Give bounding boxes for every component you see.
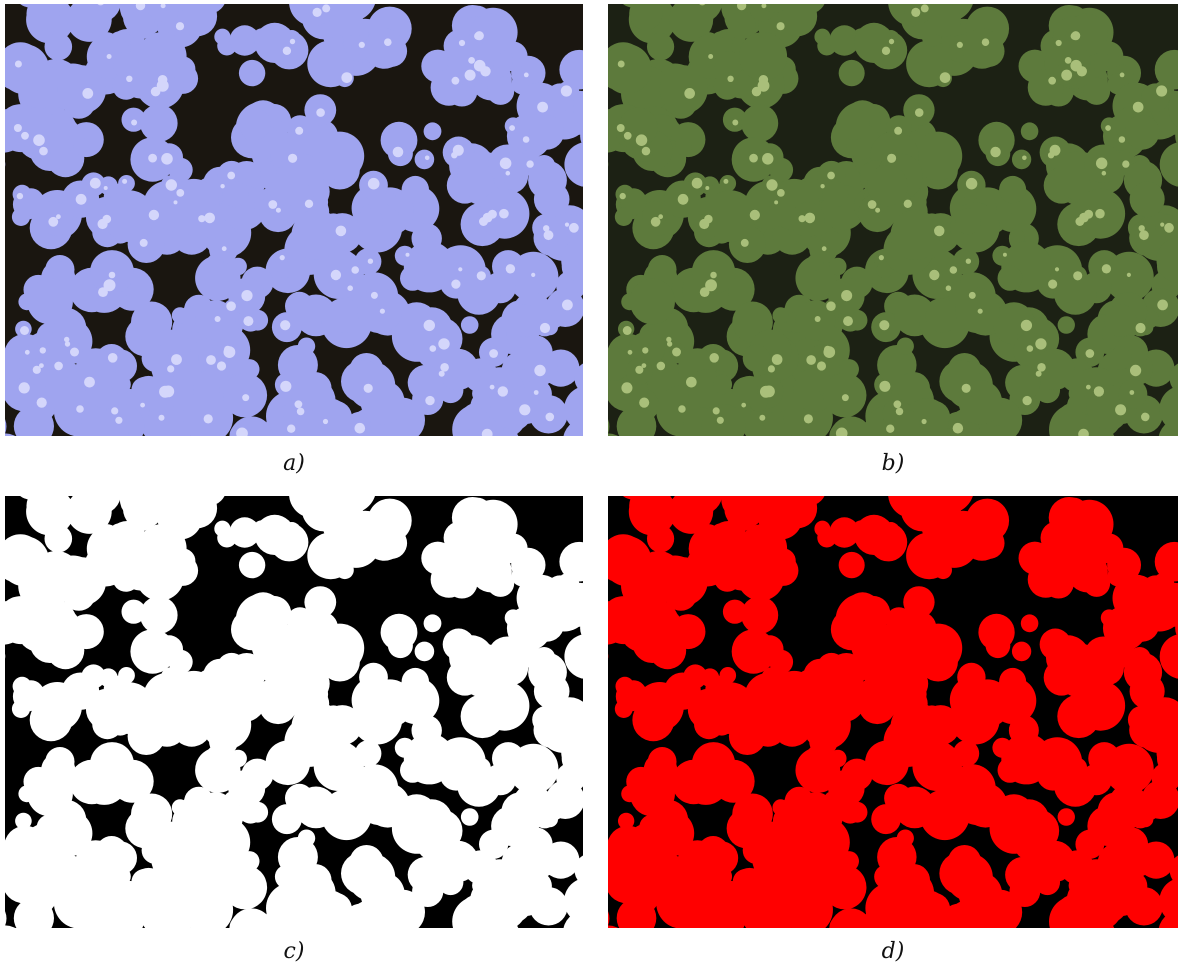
- caption: b): [882, 451, 905, 476]
- caption: d): [882, 939, 905, 964]
- panel-a-image: [0, 0, 658, 513]
- caption: a): [283, 451, 305, 476]
- panel-b-image: [555, 0, 1179, 513]
- page: a) b) c) d) (() => { const data = JSON.p…: [0, 0, 1179, 964]
- panel-c-image: [0, 453, 658, 964]
- panel-d-image: [555, 453, 1179, 964]
- figure: a) b) c) d): [0, 0, 1179, 964]
- caption: c): [284, 939, 305, 964]
